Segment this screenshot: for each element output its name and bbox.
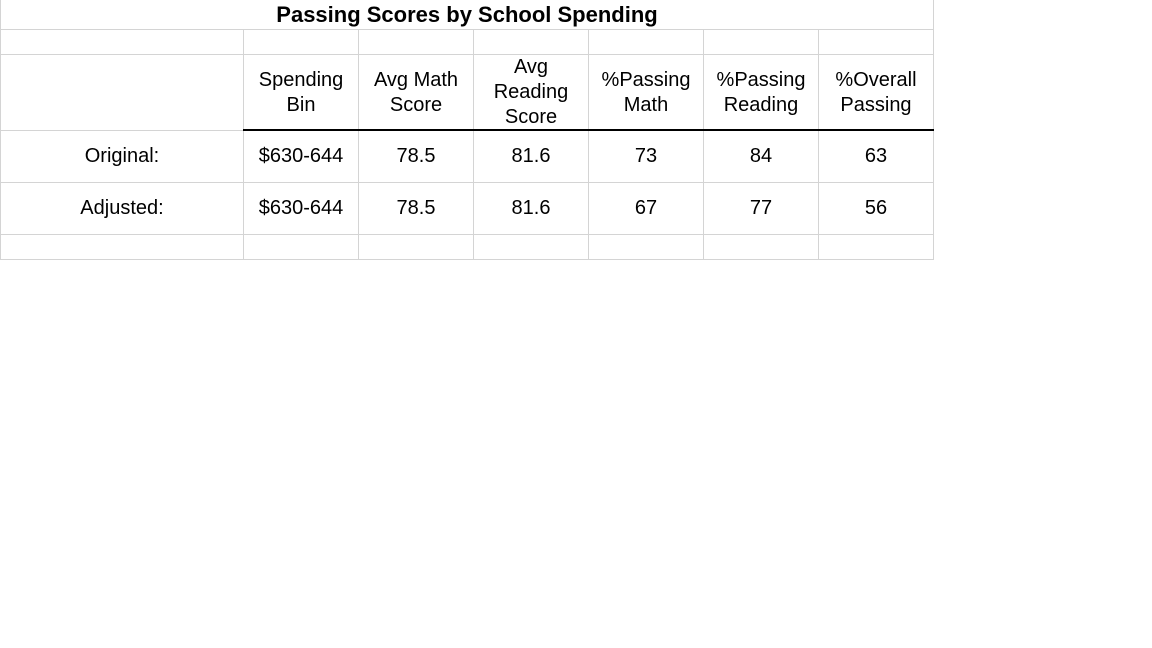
header-passing-reading[interactable]: %Passing Reading [704, 55, 819, 131]
cell-overall-passing[interactable]: 56 [819, 183, 934, 235]
blank-cell[interactable] [0, 235, 244, 260]
blank-cell[interactable] [819, 235, 934, 260]
blank-cell[interactable] [244, 30, 359, 55]
cell-overall-passing[interactable]: 63 [819, 131, 934, 183]
blank-cell[interactable] [704, 235, 819, 260]
blank-cell[interactable] [359, 30, 474, 55]
blank-cell[interactable] [589, 30, 704, 55]
header-spending-bin[interactable]: Spending Bin [244, 55, 359, 131]
cell-passing-math[interactable]: 73 [589, 131, 704, 183]
header-passing-math[interactable]: %Passing Math [589, 55, 704, 131]
blank-cell[interactable] [589, 235, 704, 260]
cell-avg-math-score[interactable]: 78.5 [359, 131, 474, 183]
header-avg-reading-score[interactable]: Avg Reading Score [474, 55, 589, 131]
cell-passing-reading[interactable]: 77 [704, 183, 819, 235]
blank-cell[interactable] [704, 30, 819, 55]
blank-cell[interactable] [359, 235, 474, 260]
cell-passing-math[interactable]: 67 [589, 183, 704, 235]
header-overall-passing[interactable]: %Overall Passing [819, 55, 934, 131]
blank-cell[interactable] [474, 235, 589, 260]
cell-spending-bin[interactable]: $630-644 [244, 183, 359, 235]
blank-cell[interactable] [474, 30, 589, 55]
blank-cell[interactable] [0, 30, 244, 55]
row-label-adjusted[interactable]: Adjusted: [0, 183, 244, 235]
blank-cell[interactable] [819, 30, 934, 55]
cell-avg-reading-score[interactable]: 81.6 [474, 131, 589, 183]
blank-cell[interactable] [0, 55, 244, 131]
spreadsheet: Passing Scores by School Spending Spendi… [0, 0, 934, 260]
cell-passing-reading[interactable]: 84 [704, 131, 819, 183]
blank-cell[interactable] [244, 235, 359, 260]
header-avg-math-score[interactable]: Avg Math Score [359, 55, 474, 131]
cell-avg-math-score[interactable]: 78.5 [359, 183, 474, 235]
header-underline [243, 129, 934, 131]
sheet-title[interactable]: Passing Scores by School Spending [0, 0, 934, 30]
cell-avg-reading-score[interactable]: 81.6 [474, 183, 589, 235]
row-label-original[interactable]: Original: [0, 131, 244, 183]
cell-spending-bin[interactable]: $630-644 [244, 131, 359, 183]
